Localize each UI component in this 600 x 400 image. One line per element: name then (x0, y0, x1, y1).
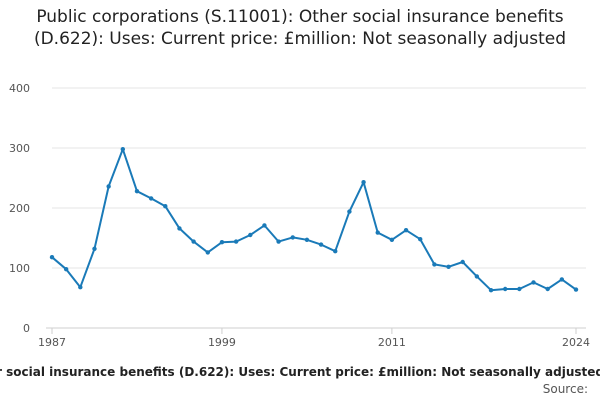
grid-lines (52, 87, 586, 269)
chart-title: Public corporations (S.11001): Other soc… (33, 7, 567, 49)
data-point-2006 (318, 242, 324, 247)
data-point-2010 (375, 230, 380, 235)
data-point-2012 (403, 228, 409, 233)
data-point-2009 (361, 180, 366, 185)
y-tick-label-100: 100 (9, 262, 30, 275)
data-point-2020 (517, 286, 522, 292)
data-point-1989 (78, 285, 83, 290)
data-point-1999 (219, 240, 225, 245)
data-point-2004 (290, 235, 295, 240)
data-point-1992 (120, 147, 126, 152)
data-point-1990 (92, 246, 97, 251)
y-tick-label-0: 0 (23, 322, 30, 335)
x-tick-label-1999: 1999 (208, 336, 236, 349)
data-point-2024 (573, 287, 579, 292)
legend-series-label: Public corporations (S.11001): Other soc… (0, 365, 600, 379)
data-point-1994 (148, 196, 154, 201)
data-point-2001 (248, 232, 253, 238)
data-point-2007 (333, 249, 338, 254)
data-point-2015 (446, 264, 451, 269)
source-label: Source: (542, 382, 588, 396)
y-tick-label-200: 200 (9, 202, 30, 215)
data-point-2014 (432, 262, 437, 267)
data-point-1993 (134, 189, 140, 194)
data-point-2018 (488, 288, 494, 293)
data-point-2017 (474, 274, 480, 279)
axes: 0 100 200 300 400 1987 1999 2011 2024 (9, 82, 590, 349)
x-tick-label-2024: 2024 (562, 336, 590, 349)
data-point-2023 (559, 277, 565, 282)
data-point-1997 (191, 239, 196, 244)
data-point-1991 (106, 184, 111, 189)
data-point-2021 (531, 280, 536, 285)
y-tick-label-300: 300 (9, 142, 30, 155)
data-point-1988 (63, 267, 69, 272)
data-point-2000 (233, 239, 239, 244)
data-point-2002 (262, 223, 267, 228)
data-point-2008 (347, 209, 352, 214)
series-line-0 (51, 148, 577, 292)
y-tick-label-400: 400 (9, 82, 30, 95)
x-tick-label-2011: 2011 (378, 336, 406, 349)
data-point-2005 (304, 237, 310, 242)
data-point-1995 (163, 204, 168, 209)
data-point-2016 (460, 259, 465, 265)
data-point-2019 (502, 286, 508, 292)
data-point-2013 (418, 237, 423, 242)
data-point-2011 (389, 237, 395, 242)
data-point-1996 (177, 226, 182, 231)
legend: Public corporations (S.11001): Other soc… (0, 365, 600, 383)
data-point-1987 (49, 255, 55, 260)
x-tick-label-1987: 1987 (38, 336, 66, 349)
data-point-2022 (545, 286, 550, 292)
series-layer (49, 147, 579, 293)
data-point-1998 (205, 250, 210, 255)
data-point-2003 (276, 239, 281, 244)
